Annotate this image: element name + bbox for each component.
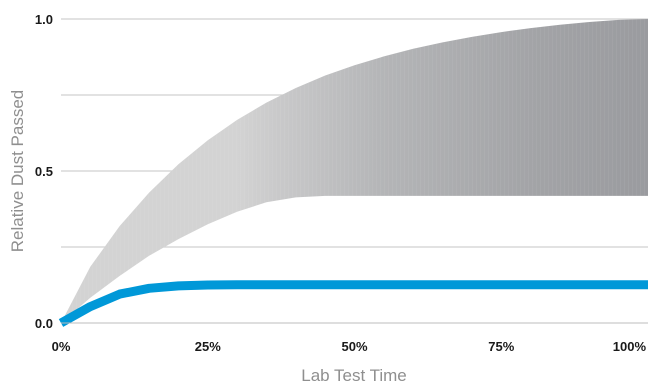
x-tick-label: 0%: [52, 339, 71, 354]
x-tick-label: 25%: [195, 339, 221, 354]
x-tick-label: 100%: [613, 339, 647, 354]
y-tick-label: 0.0: [35, 316, 53, 331]
blue-line: [58, 280, 648, 327]
range-band: [61, 19, 648, 323]
series-line: [58, 280, 648, 327]
x-tick-label: 75%: [488, 339, 514, 354]
y-tick-label: 1.0: [35, 12, 53, 27]
x-tick-label: 50%: [341, 339, 367, 354]
band-texture: [61, 19, 648, 323]
x-axis-title: Lab Test Time: [301, 366, 407, 384]
y-tick-label: 0.5: [35, 164, 53, 179]
y-axis-title: Relative Dust Passed: [8, 90, 27, 253]
axes: 0.0 0.5 1.0 0% 25% 50% 75% 100%: [35, 12, 648, 354]
